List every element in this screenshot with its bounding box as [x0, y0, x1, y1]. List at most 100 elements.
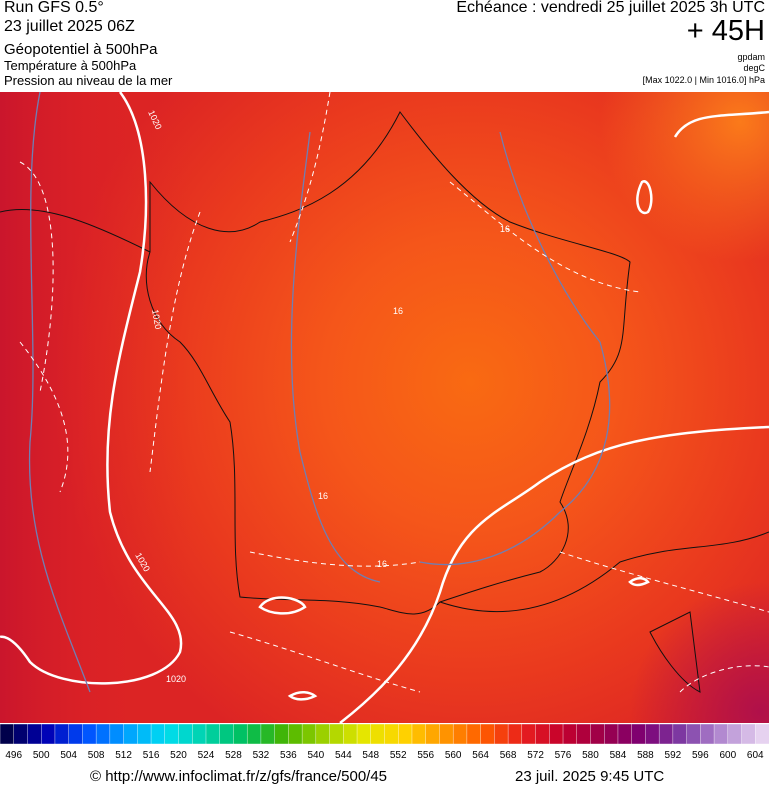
colorbar-cell: [466, 724, 482, 745]
colorbar-label: 508: [88, 750, 105, 761]
colorbar-cell: [741, 724, 756, 745]
unit: degC: [743, 63, 765, 73]
colorbar-cell: [658, 724, 674, 745]
colorbar-cell: [192, 724, 207, 745]
contour-label: 16: [500, 224, 510, 234]
contour-label: 1020: [150, 309, 163, 330]
colorbar-cell: [480, 724, 496, 745]
colorbar-cell: [123, 724, 139, 745]
colorbar-cell: [521, 724, 537, 745]
colorbar-label: 568: [500, 750, 517, 761]
colorbar-label: 552: [390, 750, 407, 761]
lead-time: + 45H: [686, 15, 765, 47]
colorbar-cell: [150, 724, 166, 745]
field-name: Température à 500hPa: [4, 58, 137, 73]
colorbar-label: 588: [637, 750, 654, 761]
timestamp: 23 juil. 2025 9:45 UTC: [515, 768, 665, 785]
field-shade: [0, 92, 769, 723]
colorbar-cell: [219, 724, 235, 745]
field-name: Pression au niveau de la mer: [4, 73, 173, 88]
colorbar-cell: [494, 724, 509, 745]
colorbar-cell: [260, 724, 276, 745]
colorbar-label: 512: [115, 750, 132, 761]
colorbar-cell: [590, 724, 605, 745]
colorbar-cell: [562, 724, 578, 745]
colorbar-cell: [288, 724, 303, 745]
colorbar-cell: [54, 724, 70, 745]
colorbar-cell: [246, 724, 262, 745]
colorbar-label: 548: [362, 750, 379, 761]
colorbar-label: 560: [445, 750, 462, 761]
colorbar-cell: [164, 724, 180, 745]
colorbar-cell: [452, 724, 468, 745]
colorbar-label: 580: [582, 750, 599, 761]
colorbar-label: 556: [417, 750, 434, 761]
run-date: 23 juillet 2025 06Z: [4, 18, 135, 35]
colorbar-cell: [645, 724, 660, 745]
colorbar-cell: [384, 724, 399, 745]
colorbar-label: 532: [253, 750, 270, 761]
colorbar-cell: [576, 724, 592, 745]
isotherm: [28, 92, 611, 693]
colorbar-cell: [178, 724, 193, 745]
contour-label: 16: [318, 491, 328, 501]
colorbar-cell: [439, 724, 454, 745]
colorbar-cell: [0, 724, 15, 745]
colorbar-cell: [40, 724, 56, 745]
colorbar-cell: [686, 724, 702, 745]
colorbar-cell: [604, 724, 619, 745]
colorbar-cell: [631, 724, 647, 745]
colorbar-label: 500: [33, 750, 50, 761]
isobar: [258, 110, 769, 701]
colorbar-label: 596: [692, 750, 709, 761]
field-name: Géopotentiel à 500hPa: [4, 41, 158, 58]
colorbar-label: 520: [170, 750, 187, 761]
colorbar-cell: [27, 724, 42, 745]
colorbar-label: 540: [307, 750, 324, 761]
colorbar-cell: [109, 724, 125, 745]
colorbar-cell: [68, 724, 84, 745]
colorbar-label: 516: [143, 750, 160, 761]
unit: gpdam: [737, 52, 765, 62]
colorbar-cell: [274, 724, 290, 745]
colorbar-cell: [398, 724, 413, 745]
colorbar-cell: [425, 724, 441, 745]
colorbar-cell: [549, 724, 564, 745]
colorbar-cell: [370, 724, 386, 745]
source-link: © http://www.infoclimat.fr/z/gfs/france/…: [90, 768, 388, 785]
colorbar-cell: [343, 724, 358, 745]
colorbar-label: 564: [472, 750, 489, 761]
colorbar-cell: [137, 724, 152, 745]
colorbar-cell: [700, 724, 715, 745]
colorbar-cell: [411, 724, 427, 745]
isobar: [0, 92, 183, 685]
colorbar-cell: [329, 724, 345, 745]
colorbar-cell: [672, 724, 688, 745]
colorbar-cell: [356, 724, 372, 745]
colorbar-label: 600: [719, 750, 736, 761]
colorbar-cell: [755, 724, 769, 745]
colorbar-cell: [315, 724, 331, 745]
colorbar-label: 524: [198, 750, 215, 761]
coastline: [0, 208, 769, 693]
isobar: [339, 425, 769, 723]
colorbar-label: 528: [225, 750, 242, 761]
colorbar-cell: [535, 724, 550, 745]
colorbar: 496 500 504 508 512 516 520 524 528 532 536 540 544 5…: [0, 724, 769, 761]
pressure-range: [Max 1022.0 | Min 1016.0] hPa: [642, 75, 765, 85]
colorbar-label: 496: [5, 750, 22, 761]
contour-label: 1020: [166, 674, 186, 684]
colorbar-label: 544: [335, 750, 352, 761]
colorbar-cell: [233, 724, 248, 745]
colorbar-cell: [301, 724, 317, 745]
isotherm: [19, 92, 769, 693]
colorbar-label: 604: [747, 750, 764, 761]
colorbar-labels: 496 500 504 508 512 516 520 524 528 532 536 540 544 5…: [5, 750, 764, 761]
run-title: Run GFS 0.5°: [4, 0, 104, 16]
colorbar-cell: [617, 724, 633, 745]
colorbar-cell: [507, 724, 523, 745]
colorbar-cell: [82, 724, 97, 745]
colorbar-cell: [713, 724, 729, 745]
